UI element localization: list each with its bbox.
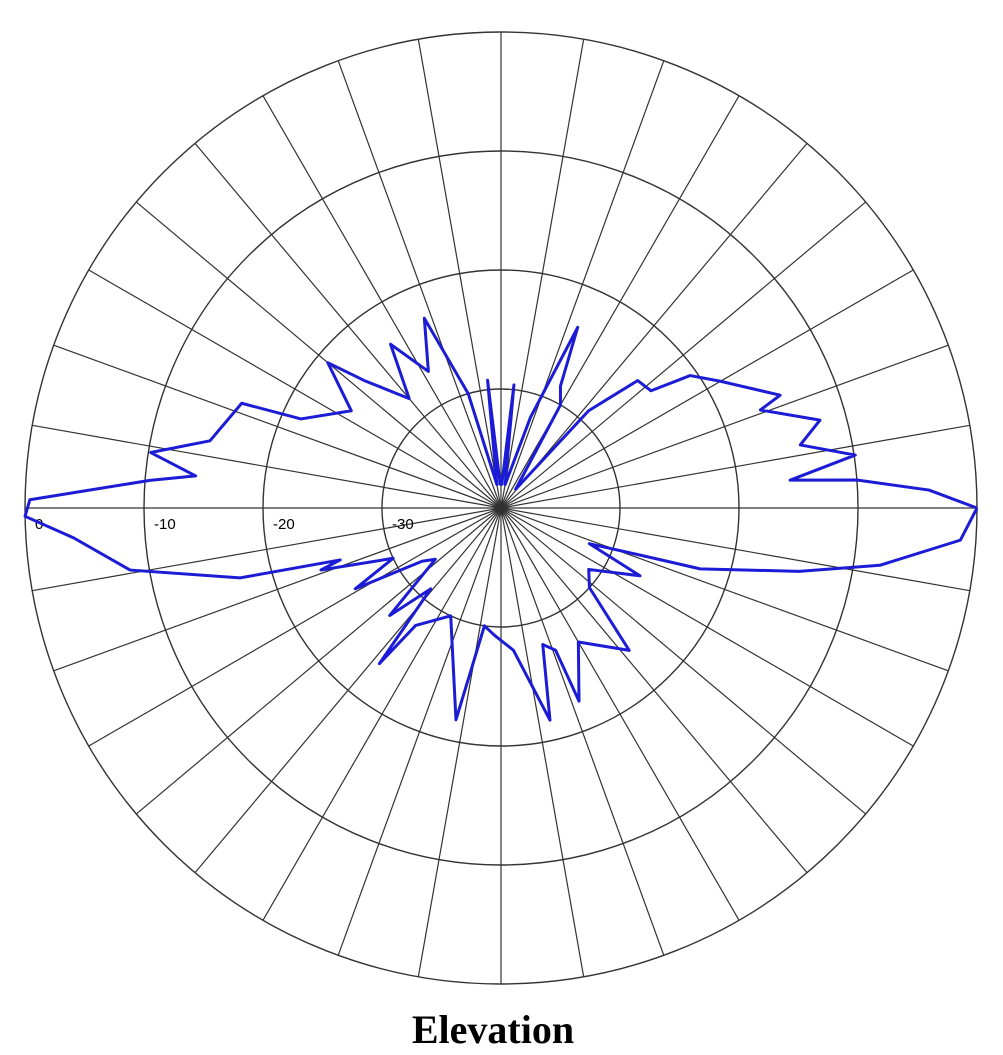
r-tick-label: -10: [154, 516, 176, 533]
r-tick-label: -20: [273, 516, 295, 533]
r-tick-label: -30: [392, 516, 414, 533]
ring: [262, 269, 740, 747]
ring: [381, 388, 621, 628]
grid: -30 -20 -10 0: [24, 31, 978, 985]
r-tick-label: 0: [35, 516, 43, 533]
pattern-line: [23, 316, 979, 722]
ring: [143, 150, 859, 866]
chart-title: Elevation: [412, 1007, 574, 1052]
plot-area: [23, 316, 979, 722]
